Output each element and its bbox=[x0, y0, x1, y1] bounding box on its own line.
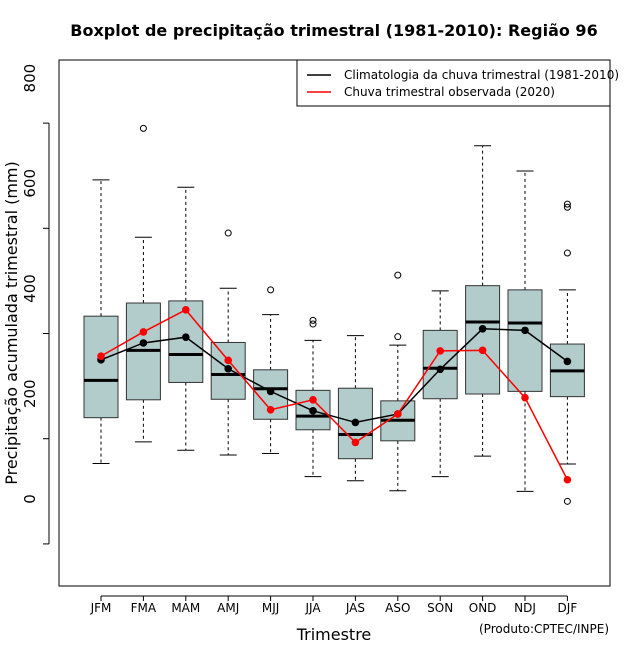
box-iqr bbox=[507, 289, 543, 392]
box-aso bbox=[380, 271, 416, 492]
outlier-point bbox=[224, 229, 232, 237]
y-tick-label: 400 bbox=[21, 274, 39, 303]
x-tick-label: SON bbox=[427, 601, 453, 615]
series-point bbox=[139, 339, 148, 347]
outlier-point bbox=[563, 497, 571, 505]
series-point bbox=[182, 306, 190, 314]
series-point bbox=[563, 357, 572, 366]
box-jas bbox=[337, 335, 373, 482]
box-mam bbox=[168, 186, 204, 451]
y-tick-label: 0 bbox=[21, 494, 39, 504]
credit-text: (Produto:CPTEC/INPE) bbox=[479, 622, 609, 636]
series-point bbox=[139, 328, 148, 336]
y-axis: 0 200 400 600 800 bbox=[21, 64, 50, 545]
series-point bbox=[563, 475, 572, 484]
outlier-point bbox=[563, 200, 571, 208]
legend: Climatologia da chuva trimestral (1981-2… bbox=[296, 59, 619, 107]
outlier-point bbox=[267, 286, 275, 294]
x-tick-label: FMA bbox=[131, 601, 157, 615]
chart-title: Boxplot de precipitação trimestral (1981… bbox=[70, 21, 597, 40]
series-point bbox=[224, 356, 232, 365]
y-tick-label: 800 bbox=[21, 64, 39, 93]
series-line bbox=[100, 308, 569, 481]
outlier-point bbox=[394, 271, 402, 279]
box-iqr bbox=[83, 315, 119, 419]
series-point bbox=[436, 347, 445, 355]
series-point bbox=[266, 405, 275, 414]
series-point bbox=[309, 407, 317, 415]
outlier-point bbox=[563, 249, 571, 257]
box-amj bbox=[210, 229, 246, 456]
x-tick-label: ASO bbox=[385, 601, 410, 615]
x-tick-label: AMJ bbox=[217, 601, 239, 615]
legend-label: Chuva trimestral observada (2020) bbox=[344, 85, 555, 99]
series-point bbox=[266, 387, 275, 396]
box-fma bbox=[125, 124, 161, 443]
series-line bbox=[100, 328, 568, 424]
series-point bbox=[394, 410, 402, 418]
outlier-point bbox=[394, 333, 402, 341]
outlier-point bbox=[139, 124, 147, 132]
series-climatology bbox=[97, 324, 572, 427]
box-iqr bbox=[168, 300, 204, 383]
series-observed bbox=[97, 306, 572, 484]
series-point bbox=[309, 395, 317, 404]
series-point bbox=[478, 346, 487, 355]
legend-label: Climatologia da chuva trimestral (1981-2… bbox=[344, 68, 619, 82]
x-tick-label: JJA bbox=[304, 601, 321, 615]
x-tick-label: JFM bbox=[90, 601, 112, 615]
series-layer bbox=[97, 306, 572, 484]
series-point bbox=[97, 352, 105, 360]
y-tick-label: 600 bbox=[21, 169, 39, 198]
x-tick-label: OND bbox=[469, 601, 497, 615]
box-iqr bbox=[422, 329, 458, 400]
series-point bbox=[182, 333, 190, 342]
y-axis-title: Precipitação acumulada trimestral (mm) bbox=[2, 161, 21, 485]
series-point bbox=[351, 418, 360, 427]
outlier-point bbox=[309, 316, 317, 324]
x-axis-title: Trimestre bbox=[296, 625, 372, 644]
box-ond bbox=[465, 145, 501, 457]
outlier-point bbox=[563, 203, 571, 211]
x-tick-label: NDJ bbox=[514, 601, 536, 615]
boxes-layer bbox=[83, 124, 585, 505]
series-point bbox=[521, 326, 529, 335]
y-tick-label: 200 bbox=[21, 379, 39, 408]
x-axis: JFM FMA MAM AMJ MJJ JJA JAS ASO SON OND NDJ DJF bbox=[90, 595, 578, 615]
x-tick-label: MAM bbox=[171, 601, 200, 615]
series-point bbox=[351, 438, 360, 447]
outlier-point bbox=[309, 320, 317, 328]
box-ndj bbox=[507, 170, 543, 492]
series-point bbox=[224, 364, 232, 373]
legend-box bbox=[296, 59, 611, 107]
x-tick-label: DJF bbox=[558, 601, 578, 615]
box-son bbox=[422, 290, 458, 478]
series-point bbox=[478, 324, 487, 333]
x-tick-label: MJJ bbox=[262, 601, 279, 615]
series-point bbox=[521, 393, 529, 402]
box-mjj bbox=[253, 286, 289, 454]
x-tick-label: JAS bbox=[345, 601, 365, 615]
box-jfm bbox=[83, 179, 119, 464]
series-point bbox=[436, 365, 445, 374]
